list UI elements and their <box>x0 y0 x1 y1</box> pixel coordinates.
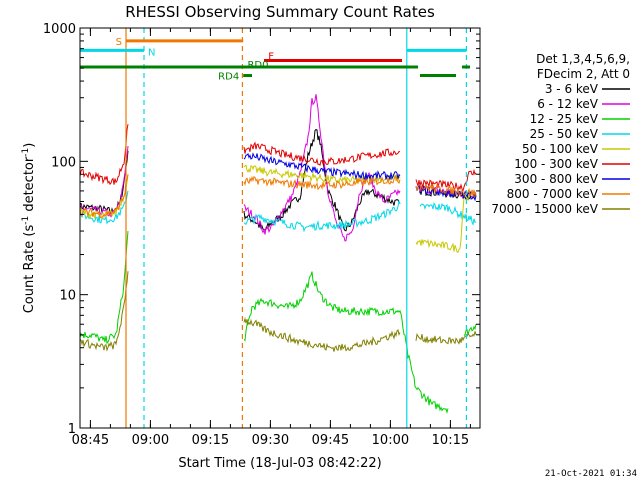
x-tick-label-2: 09:15 <box>192 433 229 448</box>
axis-ticks: 08:45 09:00 09:15 09:30 09:45 10:00 10:15 1 10 10… <box>43 22 480 448</box>
legend-header-1: Det 1,3,4,5,6,9, <box>536 52 630 66</box>
y-tick-label-1: 10 <box>59 289 76 304</box>
x-tick-label-4: 09:45 <box>312 433 349 448</box>
plot-inner <box>80 28 477 428</box>
state-bar-label-1: N <box>148 47 155 58</box>
series-line-25-50-kev-2 <box>419 202 477 227</box>
x-axis-label: Start Time (18-Jul-03 08:42:22) <box>178 456 381 471</box>
y-axis-label-mid: detector <box>22 156 37 216</box>
y-axis-label-sup1: -1 <box>21 216 31 225</box>
series-line-50-100-kev-1 <box>243 164 401 185</box>
x-tick-label-0: 08:45 <box>72 433 109 448</box>
y-axis-label-sup2: -1 <box>21 148 31 157</box>
series-line-100-300-kev-1 <box>243 141 401 167</box>
series-line-800-7000-kev-0 <box>80 174 129 220</box>
series-line-6-12-kev-1 <box>243 94 401 242</box>
legend: Det 1,3,4,5,6,9, FDecim 2, Att 0 3 - 6 k… <box>491 52 630 216</box>
state-bar-label-4: RD0 <box>247 60 268 71</box>
legend-label-7: 800 - 7000 keV <box>507 187 599 201</box>
y-axis-label: Count Rate (s-1 detector-1) <box>21 143 37 314</box>
series-line-12-25-kev-0 <box>80 231 129 345</box>
x-tick-label-5: 10:00 <box>372 433 409 448</box>
y-tick-label-0: 1 <box>68 422 76 437</box>
state-bar-label-0: S <box>116 37 122 48</box>
series-line-7000-15000-kev-1 <box>243 316 401 352</box>
x-tick-label-1: 09:00 <box>132 433 169 448</box>
legend-label-0: 3 - 6 keV <box>545 82 599 96</box>
series-line-12-25-kev-2 <box>463 324 477 336</box>
plot-border <box>79 27 481 429</box>
series-line-25-50-kev-1 <box>243 199 401 233</box>
legend-header-2: FDecim 2, Att 0 <box>537 67 630 81</box>
series-line-300-800-kev-0 <box>243 152 401 181</box>
legend-label-5: 100 - 300 keV <box>514 157 598 171</box>
y-tick-label-3: 1000 <box>43 22 76 37</box>
x-tick-label-3: 09:30 <box>252 433 289 448</box>
x-tick-label-6: 10:15 <box>432 433 469 448</box>
legend-label-8: 7000 - 15000 keV <box>491 202 598 216</box>
legend-label-4: 50 - 100 keV <box>522 142 599 156</box>
legend-label-2: 12 - 25 keV <box>530 112 599 126</box>
y-axis-label-end: ) <box>22 143 37 148</box>
timestamp: 21-Oct-2021 01:34 <box>545 469 637 479</box>
legend-label-6: 300 - 800 keV <box>514 172 598 186</box>
series-line-100-300-kev-0 <box>80 124 129 186</box>
chart-title: RHESSI Observing Summary Count Rates <box>125 3 435 21</box>
y-tick-label-2: 100 <box>51 155 76 170</box>
axes-frame <box>79 27 481 429</box>
series-line-800-7000-kev-1 <box>243 174 401 191</box>
series-line-7000-15000-kev-0 <box>80 271 129 352</box>
y-axis-label-main: Count Rate (s <box>22 225 37 314</box>
state-bar-label-3: F <box>268 52 274 63</box>
series-line-12-25-kev-1 <box>243 271 449 415</box>
state-bar-label-6: RD4 <box>218 72 239 83</box>
legend-label-3: 25 - 50 keV <box>530 127 599 141</box>
legend-label-1: 6 - 12 keV <box>537 97 599 111</box>
